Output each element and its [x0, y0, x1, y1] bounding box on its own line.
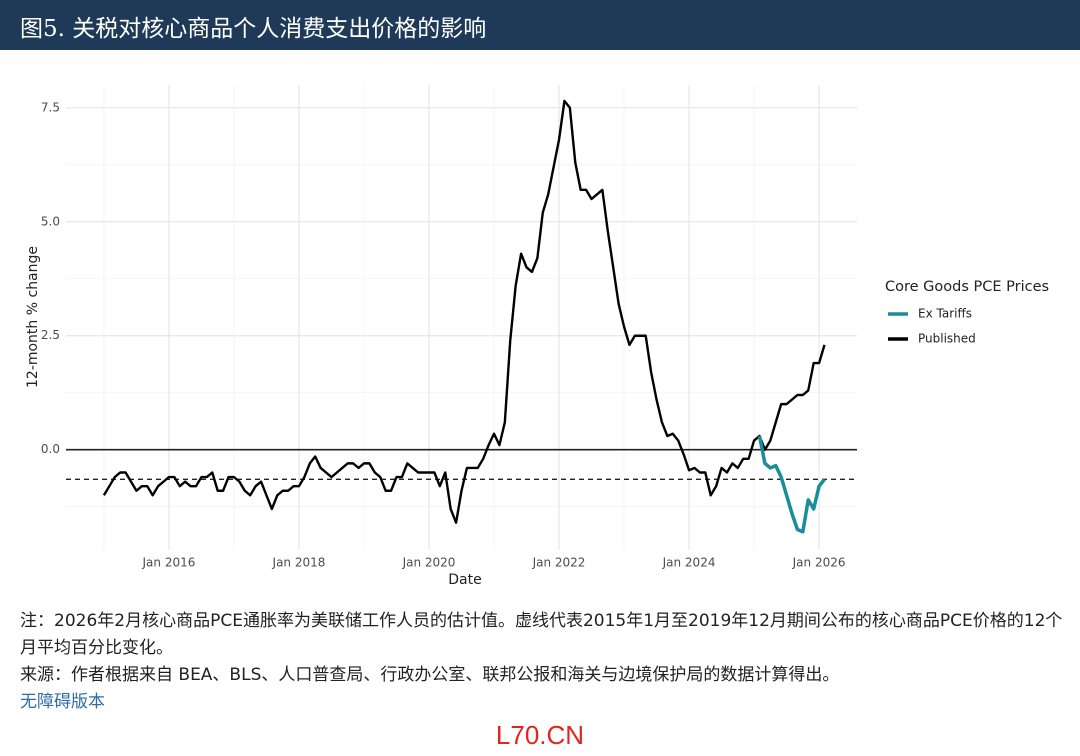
header-bar: 图5. 关税对核心商品个人消费支出价格的影响: [0, 0, 1080, 50]
series-line: [102, 99, 826, 524]
y-tick-label: 2.5: [41, 328, 60, 342]
x-tick-label: Jan 2016: [142, 556, 196, 570]
y-tick-label: 5.0: [41, 214, 60, 228]
page-title: 图5. 关税对核心商品个人消费支出价格的影响: [20, 16, 487, 42]
x-tick-label: Jan 2024: [662, 556, 716, 570]
series-line: [757, 435, 826, 534]
legend-title: Core Goods PCE Prices: [885, 279, 1049, 295]
grid: [66, 85, 857, 550]
y-tick-label: 0.0: [41, 442, 60, 456]
source-text: 来源：作者根据来自 BEA、BLS、人口普查局、行政办公室、联邦公报和海关与边境…: [20, 665, 840, 685]
x-tick-label: Jan 2020: [402, 556, 456, 570]
y-axis-title: 12-month % change: [25, 246, 41, 388]
legend-label: Published: [918, 332, 976, 346]
chart: Date 12-month % change Core Goods PCE Pr…: [25, 85, 1049, 588]
accessible-version-link[interactable]: 无障碍版本: [20, 692, 105, 712]
y-tick-label: 7.5: [41, 100, 60, 114]
x-tick-label: Jan 2018: [272, 556, 326, 570]
x-axis-title: Date: [448, 572, 481, 588]
watermark: L70.CN: [495, 720, 585, 750]
notes: 注：2026年2月核心商品PCE通胀率为美联储工作人员的估计值。虚线代表2015…: [20, 608, 1065, 716]
note-text: 注：2026年2月核心商品PCE通胀率为美联储工作人员的估计值。虚线代表2015…: [20, 611, 1063, 658]
x-tick-label: Jan 2026: [792, 556, 846, 570]
x-tick-label: Jan 2022: [532, 556, 586, 570]
legend-label: Ex Tariffs: [918, 307, 972, 321]
